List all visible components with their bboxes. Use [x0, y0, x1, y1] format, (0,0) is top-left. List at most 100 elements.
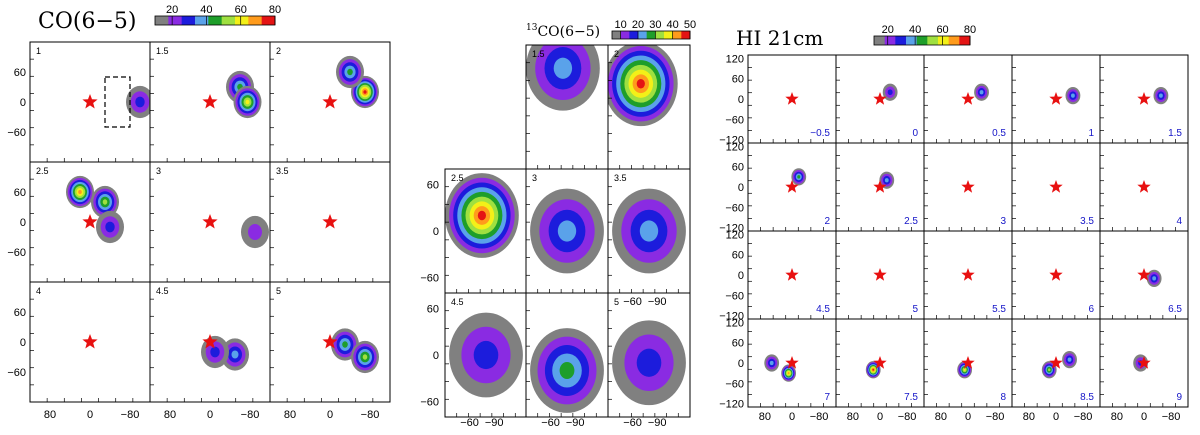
co-x-tick-label: 0 [327, 409, 333, 421]
panel: −0.5 [747, 54, 837, 144]
panel-emission [445, 173, 519, 258]
hi-y-tick-label: −60 [725, 114, 744, 126]
emission-contour [342, 341, 348, 348]
source-star-marker [1137, 268, 1151, 281]
panel-emission [530, 188, 604, 274]
colorbar-swatch [155, 16, 169, 25]
panel-velocity-label: 7.5 [904, 392, 918, 403]
13co-y-tick-label: −60 [420, 397, 439, 409]
panel-emission [226, 70, 262, 119]
panel-frame [1099, 318, 1189, 408]
colorbar-tick-label: 20 [882, 24, 894, 36]
emission-contour [477, 210, 486, 221]
panel: 5 [607, 292, 691, 418]
panel-velocity-label: 4.5 [156, 286, 169, 296]
panel: 1 [1011, 54, 1101, 144]
13co-y-tick-label: 60 [427, 304, 439, 316]
hi-x-tick-label: −80 [810, 411, 829, 423]
hi-x-tick-label: 80 [847, 411, 859, 423]
panel: 5 [835, 230, 925, 320]
colorbar-swatch [261, 16, 276, 25]
co-x-tick-label: −80 [361, 409, 380, 421]
panel-velocity-label: 7 [824, 392, 830, 403]
hi-x-tick-label: −80 [1162, 411, 1181, 423]
colorbar-swatch [895, 36, 907, 45]
panel: 4 [29, 281, 151, 403]
panel-velocity-label: 2.5 [36, 166, 49, 176]
colorbar-swatch [959, 36, 971, 45]
panel-velocity-label: 2.5 [451, 173, 464, 183]
colorbar-swatch [629, 31, 639, 39]
colorbar-tick-label: 30 [649, 19, 661, 31]
emission-contour [1159, 93, 1163, 98]
source-star-marker [961, 268, 975, 281]
dashed-region-box [104, 76, 131, 128]
13co-x-tick-label: −60 [541, 417, 560, 429]
panel: 2 [747, 142, 837, 232]
source-star-marker [961, 92, 975, 105]
source-star-marker [1137, 356, 1151, 369]
emission-contour [363, 90, 367, 94]
co-y-tick-label: −60 [7, 127, 26, 139]
panel-velocity-label: 5 [912, 304, 918, 315]
emission-contour [872, 368, 875, 371]
panel-velocity-label: 2 [824, 216, 830, 227]
13co-y-tick-label: 60 [427, 180, 439, 192]
source-star-marker [1049, 268, 1063, 281]
panel-emission [1153, 87, 1169, 105]
panel: 0 [835, 54, 925, 144]
hi-y-tick-label: 60 [732, 338, 744, 350]
panel-velocity-label: 1 [1088, 128, 1094, 139]
co-x-tick-label: −80 [121, 409, 140, 421]
panel-velocity-label: 4 [36, 286, 41, 296]
panel: 4.5 [444, 292, 528, 418]
panel [525, 292, 609, 418]
hi-colorbar: 20 40 60 80 [873, 24, 976, 46]
emission-contour [769, 360, 774, 366]
hi-y-tick-label: 60 [732, 250, 744, 262]
panel-emission [612, 188, 686, 274]
panel-emission [241, 215, 269, 249]
colorbar-swatch [638, 31, 648, 39]
co-title: CO(6−5) [38, 9, 136, 34]
panel: 4 [1099, 142, 1189, 232]
emission-contour [559, 362, 575, 379]
panel: 2.5 [444, 168, 528, 294]
panel: 8 [923, 318, 1013, 408]
panel-velocity-label: 6.5 [1168, 304, 1182, 315]
emission-contour [102, 199, 108, 205]
colorbar-swatch [927, 36, 939, 45]
colorbar-swatch [664, 31, 674, 39]
hi-y-tick-label: −120 [719, 399, 744, 411]
panel-velocity-label: 5 [614, 297, 619, 307]
co-y-tick-label: 60 [14, 187, 26, 199]
hi-y-tick-label: −120 [719, 311, 744, 323]
emission-contour [245, 99, 250, 105]
emission-contour [787, 372, 790, 375]
panel-velocity-label: 3 [156, 166, 161, 176]
co-y-tick-label: 60 [14, 67, 26, 79]
source-star-marker [785, 180, 799, 193]
hi-x-tick-label: 80 [759, 411, 771, 423]
hi-x-tick-label: −80 [1074, 411, 1093, 423]
emission-contour [473, 340, 499, 370]
co-y-tick-label: 0 [20, 217, 26, 229]
source-star-marker [1137, 180, 1151, 193]
colorbar-swatch [681, 31, 691, 39]
panel-emission [764, 354, 797, 382]
panel-velocity-label: −0.5 [810, 128, 830, 139]
hi-y-tick-label: 0 [738, 182, 744, 194]
colorbar-swatch [884, 36, 896, 45]
panel-velocity-label: 2 [276, 46, 281, 56]
hi-x-tick-label: 0 [965, 411, 971, 423]
source-star-marker [873, 356, 887, 369]
source-star-marker [82, 214, 98, 229]
emission-contour [884, 178, 889, 183]
colorbar-tick-label: 40 [909, 24, 921, 36]
hi-x-tick-label: 0 [1053, 411, 1059, 423]
emission-contour [135, 96, 145, 108]
panel-emission [331, 328, 379, 374]
panel: 0.5 [923, 54, 1013, 144]
panel: 7.5 [835, 318, 925, 408]
